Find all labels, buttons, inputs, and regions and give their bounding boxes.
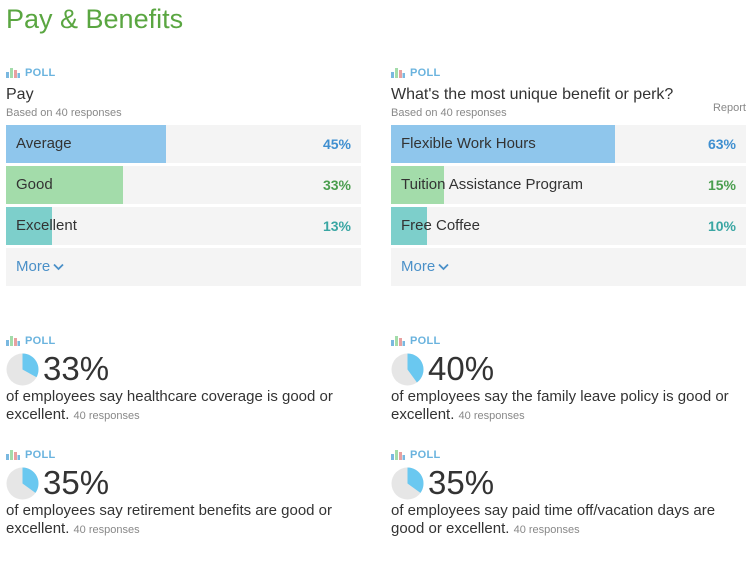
pie-chart-icon [6,467,39,499]
stat-description: of employees say paid time off/vacation … [391,502,716,537]
option-label: Average [16,135,72,152]
stat-percent: 40% [428,350,495,387]
poll-icon [391,68,405,78]
option-percent: 45% [322,136,351,152]
stat-percent: 35% [43,464,110,501]
option-label: Free Coffee [401,217,480,234]
stat-responses: 40 responses [513,524,580,536]
poll-option-flexible-work-hours[interactable]: Flexible Work Hours 63% [391,125,746,163]
bar-fill [6,207,53,245]
stat-responses: 40 responses [458,410,525,422]
more-label: More [16,258,51,275]
bar-fill [391,125,615,163]
more-label: More [401,258,436,275]
poll-tag-label: POLL [410,67,441,79]
option-percent: 63% [707,136,736,152]
stat-description: of employees say healthcare coverage is … [6,388,333,423]
poll-options: Average 45% Good 33% Excellent 13% More [6,125,361,286]
report-link[interactable]: Report [712,102,746,114]
stat-responses: 40 responses [73,524,140,536]
poll-tag-label: POLL [25,449,56,461]
poll-tag: POLL [6,66,361,80]
stat-paid-time-off: POLL 35% of employees say paid time off/… [391,448,741,539]
poll-option-good[interactable]: Good 33% [6,166,361,204]
option-percent: 13% [322,218,351,234]
poll-option-average[interactable]: Average 45% [6,125,361,163]
poll-icon [6,68,20,78]
poll-question: What's the most unique benefit or perk? [391,86,674,103]
bar-fill [6,125,166,163]
page-title: Pay & Benefits [6,4,184,34]
poll-tag-label: POLL [410,335,441,347]
poll-option-excellent[interactable]: Excellent 13% [6,207,361,245]
poll-tag: POLL [391,334,741,348]
poll-responses: Based on 40 responses Report [391,102,746,119]
option-label: Good [16,176,53,193]
stat-description: of employees say retirement benefits are… [6,502,333,537]
stat-family-leave: POLL 40% of employees say the family lea… [391,334,741,425]
bar-fill [6,166,124,204]
poll-icon [6,450,20,460]
option-label: Tuition Assistance Program [401,176,584,193]
poll-option-free-coffee[interactable]: Free Coffee 10% [391,207,746,245]
poll-question: Pay [6,86,34,103]
poll-tag-label: POLL [25,335,56,347]
stat-percent: 35% [428,464,495,501]
poll-tag-label: POLL [25,67,56,79]
poll-icon [6,336,20,346]
poll-responses: Based on 40 responses [6,107,122,119]
pie-chart-icon [391,467,424,499]
perk-poll: POLL What's the most unique benefit or p… [391,66,746,286]
poll-tag: POLL [391,448,741,462]
chevron-down-icon [53,263,64,271]
pie-chart-icon [6,353,39,385]
poll-options: Flexible Work Hours 63% Tuition Assistanc… [391,125,746,286]
more-button[interactable]: More [391,248,746,286]
option-label: Excellent [16,217,77,234]
stat-responses: 40 responses [73,410,140,422]
poll-tag: POLL [6,448,356,462]
stat-retirement: POLL 35% of employees say retirement ben… [6,448,356,539]
poll-icon [391,450,405,460]
pay-poll: POLL Pay Based on 40 responses Average 45… [6,66,361,286]
option-percent: 15% [707,177,736,193]
poll-option-tuition-assistance[interactable]: Tuition Assistance Program 15% [391,166,746,204]
poll-icon [391,336,405,346]
stat-percent: 33% [43,350,110,387]
pie-chart-icon [391,353,424,385]
bar-fill [391,207,427,245]
bar-fill [391,166,445,204]
poll-tag: POLL [391,66,746,80]
more-button[interactable]: More [6,248,361,286]
option-label: Flexible Work Hours [401,135,536,152]
stat-healthcare: POLL 33% of employees say healthcare cov… [6,334,356,425]
option-percent: 33% [322,177,351,193]
poll-tag: POLL [6,334,356,348]
stat-description: of employees say the family leave policy… [391,388,729,423]
poll-tag-label: POLL [410,449,441,461]
option-percent: 10% [707,218,736,234]
chevron-down-icon [438,263,449,271]
